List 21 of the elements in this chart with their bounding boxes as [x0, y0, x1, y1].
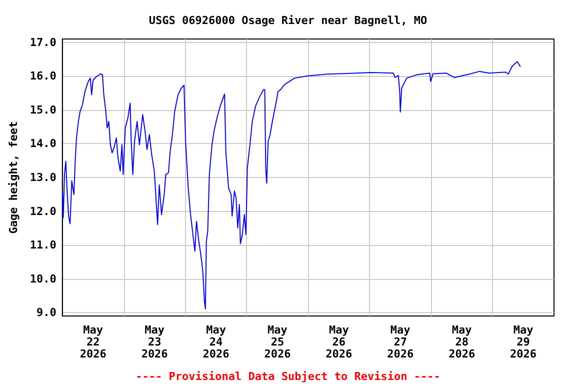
y-tick-label: 12.0	[30, 204, 56, 218]
y-tick-label: 9.0	[36, 306, 56, 320]
y-tick-label: 14.0	[30, 137, 56, 150]
y-axis-title: Gage height, feet	[7, 121, 20, 234]
x-tick-label: May 27 2026	[387, 324, 414, 360]
y-tick-label: 17.0	[30, 36, 56, 49]
text: ---- Provisional Data Subject to Revision ----	[136, 370, 440, 383]
x-tick-label: May 24 2026	[202, 324, 230, 360]
chart-title: USGS 06926000 Osage River near Bagnell, MO	[148, 14, 428, 27]
x-tick-label: May 22 2026	[80, 324, 107, 360]
y-tick-label: 11.0	[30, 238, 56, 252]
y-tick-label: 13.0	[30, 171, 56, 184]
x-tick-label: May 25 2026	[264, 324, 292, 360]
x-tick-label: May 29 2026	[510, 324, 537, 360]
line-series	[62, 61, 521, 310]
x-tick-label: May 23 2026	[141, 324, 168, 360]
y-tick-label: 16.0	[30, 70, 56, 83]
x-tick-label: May 26 2026	[326, 324, 353, 360]
y-tick-label: 15.0	[30, 103, 56, 116]
y-tick-label: 10.0	[30, 272, 56, 286]
x-tick-label: May 28 2026	[448, 324, 476, 360]
